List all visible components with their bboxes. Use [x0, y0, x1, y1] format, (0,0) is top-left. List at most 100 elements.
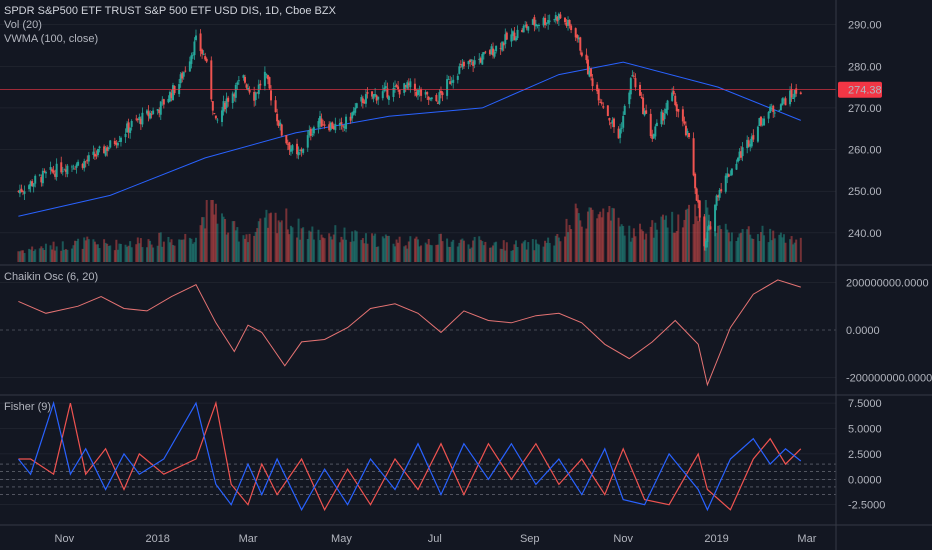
- time-tick-label: Sep: [520, 533, 540, 545]
- volume-bar: [149, 240, 152, 262]
- candle-body: [570, 25, 573, 31]
- volume-bar: [170, 239, 173, 262]
- candle-body: [66, 165, 69, 175]
- volume-bar: [349, 241, 352, 262]
- volume-bar: [516, 247, 519, 262]
- price-pane[interactable]: 290.00 280.00 270.00 260.00 250.00 240.00 274…: [0, 5, 882, 262]
- candle-body: [799, 92, 802, 95]
- candle-body: [381, 91, 384, 99]
- candle-body: [279, 122, 282, 126]
- candle-body: [533, 17, 536, 26]
- candle-body: [577, 37, 580, 40]
- candle-body: [319, 116, 322, 124]
- volume-bar: [222, 216, 225, 262]
- volume-bar: [525, 249, 528, 262]
- candle-body: [49, 166, 52, 170]
- candle-body: [334, 123, 337, 131]
- volume-bar: [534, 239, 537, 262]
- volume-bar: [119, 243, 122, 262]
- candle-body: [789, 90, 792, 105]
- candle-body: [619, 129, 622, 138]
- chaikin-axis[interactable]: 200000000.0000 0.0000 -200000000.0000: [846, 277, 932, 384]
- volume-bar: [173, 245, 176, 262]
- candle-body: [194, 35, 197, 41]
- volume-bar: [104, 242, 107, 262]
- volume-bar: [21, 250, 24, 262]
- candle-body: [413, 83, 416, 91]
- candle-body: [352, 110, 355, 115]
- fisher-axis[interactable]: 7.5000 5.0000 2.5000 0.0000 -2.5000: [848, 398, 885, 512]
- volume-bar: [720, 229, 723, 262]
- volume-bar: [409, 236, 412, 262]
- candle-body: [135, 118, 138, 120]
- volume-bar: [620, 224, 623, 262]
- candle-body: [714, 204, 717, 232]
- volume-bar: [184, 233, 187, 262]
- volume-bar: [371, 233, 374, 262]
- volume-bar: [727, 232, 730, 262]
- volume-bar: [270, 212, 273, 262]
- time-axis[interactable]: Nov 2018 Mar May Jul Sep Nov 2019 Mar: [55, 533, 817, 545]
- candle-body: [256, 92, 259, 94]
- candle-body: [666, 100, 669, 110]
- volume-bar: [41, 248, 44, 262]
- candle-body: [375, 95, 378, 101]
- volume-bar: [84, 240, 87, 262]
- candle-body: [660, 111, 663, 125]
- volume-bar: [639, 223, 642, 262]
- volume-bar: [597, 214, 600, 262]
- volume-bar: [537, 244, 540, 262]
- volume-bar: [392, 243, 395, 262]
- candle-body: [170, 93, 173, 99]
- volume-bar: [493, 242, 496, 262]
- volume-bar: [285, 208, 288, 262]
- candle-body: [655, 122, 658, 127]
- candle-body: [495, 45, 498, 52]
- volume-bar: [311, 226, 314, 262]
- candle-body: [521, 29, 524, 33]
- candle-body: [291, 145, 294, 151]
- candle-body: [426, 92, 429, 95]
- candle-body: [782, 99, 785, 101]
- candle-body: [439, 90, 442, 94]
- volume-bar: [554, 235, 557, 262]
- fisher-pane[interactable]: 7.5000 5.0000 2.5000 0.0000 -2.5000 Fisher (…: [0, 398, 885, 512]
- volume-bar: [162, 241, 165, 262]
- candle-body: [629, 78, 632, 95]
- chaikin-pane[interactable]: 200000000.0000 0.0000 -200000000.0000 Chai…: [0, 271, 932, 387]
- volume-bar: [470, 247, 473, 262]
- candle-body: [184, 70, 187, 72]
- candle-body: [150, 114, 153, 116]
- candle-body: [354, 107, 357, 113]
- volume-bar: [188, 237, 191, 262]
- price-axis[interactable]: 290.00 280.00 270.00 260.00 250.00 240.00: [848, 20, 882, 240]
- candle-body: [651, 134, 654, 139]
- volume-bar: [40, 246, 43, 262]
- volume-bar: [556, 233, 559, 262]
- volume-bar: [383, 238, 386, 262]
- volume-bar: [514, 240, 517, 262]
- chaikin-line: [18, 279, 801, 387]
- volume-bar: [654, 222, 657, 262]
- candle-body: [374, 93, 377, 96]
- volume-bar: [501, 249, 504, 262]
- candle-body: [107, 147, 110, 150]
- candle-body: [38, 174, 41, 176]
- volume-bar: [381, 236, 384, 262]
- candle-body: [450, 81, 453, 83]
- candle-body: [479, 58, 482, 63]
- volume-bar: [236, 227, 239, 262]
- candle-body: [674, 95, 677, 105]
- candle-body: [703, 216, 706, 247]
- volume-bar: [427, 239, 430, 262]
- candle-body: [86, 159, 89, 162]
- candle-body: [280, 124, 283, 136]
- candle-body: [138, 116, 141, 121]
- volume-bar: [799, 237, 802, 262]
- volume-bar: [752, 238, 755, 262]
- volume-bar: [769, 228, 772, 262]
- volume-bar: [781, 237, 784, 262]
- volume-bar: [234, 230, 237, 262]
- candle-body: [698, 200, 701, 218]
